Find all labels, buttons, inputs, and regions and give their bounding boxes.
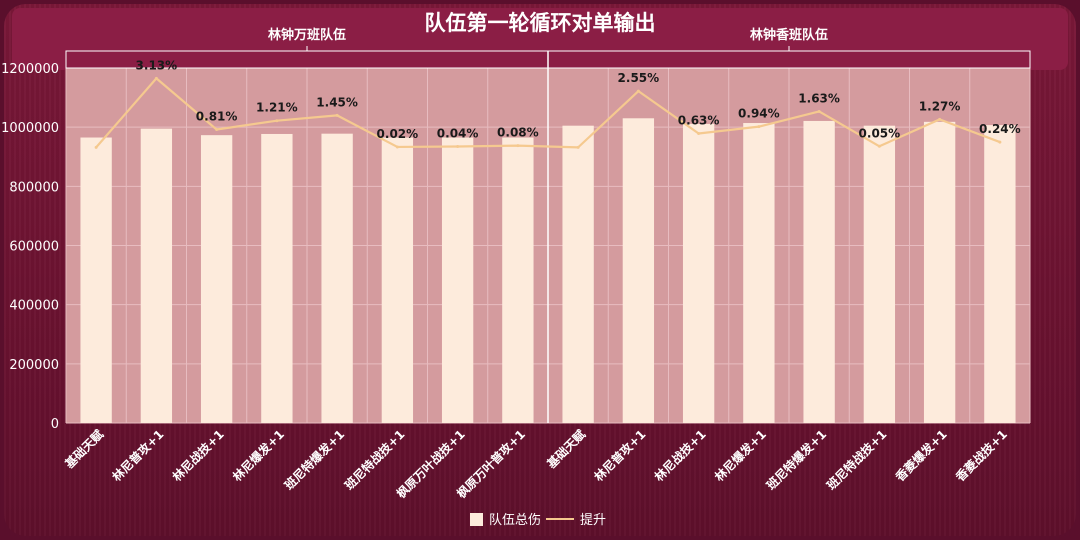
group-header-label: 林钟万班队伍	[268, 27, 346, 43]
group-headers: 林钟万班队伍 林钟香班队伍	[65, 27, 1031, 423]
line-series: 3.13% 0.81% 1.21% 1.45% 0.02% 0.04% 0.08% 2.55%…	[94, 58, 1021, 149]
line-point	[877, 144, 881, 148]
y-tick-label: 0	[51, 417, 59, 432]
x-category-label: 林尼普攻+1	[591, 427, 649, 485]
line-point	[395, 145, 399, 149]
x-category-label: 林尼普攻+1	[109, 427, 167, 485]
data-label: 0.81%	[196, 110, 238, 124]
line-path	[95, 77, 1001, 149]
line-point	[215, 128, 219, 132]
bar	[80, 137, 112, 424]
legend: 队伍总伤 提升	[470, 512, 606, 528]
data-label: 0.24%	[979, 122, 1021, 136]
bar	[562, 125, 594, 423]
line-point	[636, 89, 640, 93]
y-tick-label: 800000	[9, 180, 59, 195]
line-point	[456, 144, 460, 148]
x-axis-categories: 基础天赋 林尼普攻+1 林尼战技+1 林尼爆发+1班尼特爆发+1班尼特战技+1枫原万叶…	[61, 427, 1010, 502]
bar	[863, 125, 896, 423]
x-category-label: 班尼特爆发+1	[763, 427, 829, 493]
data-label: 3.13%	[136, 58, 178, 72]
bar	[140, 128, 173, 424]
y-tick-label: 200000	[9, 358, 59, 373]
bar	[261, 133, 293, 424]
x-category-label: 林尼爆发+1	[711, 427, 769, 485]
data-label: 0.04%	[437, 126, 479, 140]
line-point	[275, 119, 279, 123]
bar	[381, 137, 414, 424]
x-category-label: 林尼爆发+1	[229, 427, 287, 485]
x-category-label: 林尼战技+1	[169, 427, 227, 485]
y-tick-label: 1200000	[1, 62, 59, 77]
legend-line-label: 提升	[580, 512, 606, 528]
data-label: 1.45%	[316, 95, 358, 109]
x-category-label: 林尼战技+1	[651, 427, 709, 485]
data-label: 0.02%	[377, 127, 419, 141]
x-category-label: 基础天赋	[61, 427, 106, 472]
data-label: 2.55%	[618, 71, 660, 85]
data-label: 0.94%	[738, 107, 780, 121]
bar	[622, 118, 655, 424]
data-label: 1.63%	[798, 91, 840, 105]
x-category-label: 班尼特战技+1	[823, 427, 889, 493]
y-tick-label: 1000000	[1, 121, 59, 136]
data-label: 0.08%	[497, 126, 539, 140]
line-point	[938, 117, 942, 121]
bar	[502, 137, 534, 424]
line-point	[154, 76, 158, 80]
line-point	[998, 140, 1002, 144]
bar-series	[80, 118, 1016, 424]
data-label: 1.27%	[919, 99, 961, 113]
data-label: 1.21%	[256, 101, 298, 115]
y-tick-label: 600000	[9, 240, 59, 255]
bar	[984, 125, 1016, 424]
x-category-label: 香菱爆发+1	[891, 427, 949, 485]
line-point	[335, 113, 339, 117]
bar	[441, 137, 474, 424]
data-label: 0.05%	[859, 126, 901, 140]
group-header-label: 林钟香班队伍	[750, 27, 828, 43]
line-point	[757, 125, 761, 129]
y-axis-ticks: 0 200000 400000 600000 800000 1000000 1200000	[1, 62, 59, 432]
line-point	[576, 145, 580, 149]
legend-bar-label: 队伍总伤	[489, 513, 541, 528]
bar	[682, 123, 715, 423]
data-label: 0.63%	[678, 113, 720, 127]
x-category-label: 班尼特战技+1	[341, 427, 407, 493]
bar	[321, 133, 353, 424]
x-category-label: 班尼特爆发+1	[281, 427, 347, 493]
x-category-label: 香菱战技+1	[952, 427, 1010, 485]
bar	[200, 135, 233, 423]
y-tick-label: 400000	[9, 299, 59, 314]
bar	[923, 121, 956, 423]
line-point	[697, 131, 701, 135]
line-point	[94, 145, 98, 149]
legend-bar-swatch	[470, 513, 483, 526]
chart-top-band	[12, 8, 1068, 70]
bar	[743, 123, 775, 424]
bar	[803, 120, 835, 424]
line-point	[516, 144, 520, 148]
chart-title: 队伍第一轮循环对单输出	[425, 11, 656, 35]
x-category-label: 基础天赋	[543, 427, 588, 472]
line-point	[817, 109, 821, 113]
